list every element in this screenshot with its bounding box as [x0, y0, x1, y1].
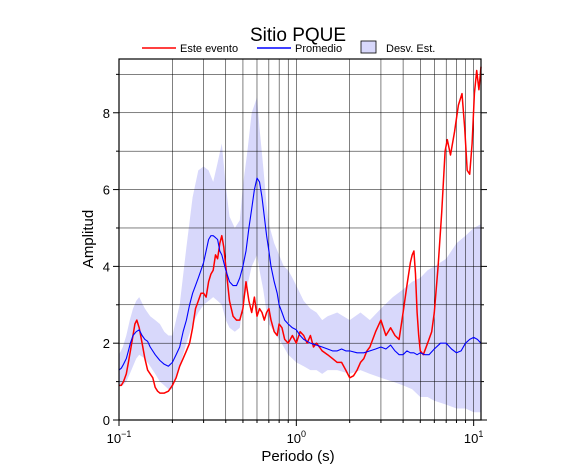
series-line-este-evento	[119, 66, 482, 394]
y-tick-label: 2	[103, 336, 110, 351]
y-axis-label: Amplitud	[80, 210, 97, 268]
x-axis-label: Periodo (s)	[261, 448, 334, 465]
legend-swatch-desv-est	[360, 40, 377, 54]
plot-frame	[118, 58, 482, 421]
legend: Este evento Promedio Desv. Est.	[142, 40, 435, 55]
plot-area: 0 2 4 6 8 10−1 100 101	[103, 58, 487, 446]
legend-label-este-evento: Este evento	[180, 43, 238, 55]
y-tick-label: 0	[103, 413, 110, 428]
legend-label-desv-est: Desv. Est.	[386, 43, 435, 55]
x-tick-label: 10−1	[107, 429, 132, 446]
std-dev-band	[119, 97, 481, 413]
y-tick-label: 8	[103, 106, 110, 121]
y-tick-label: 4	[103, 259, 110, 274]
series-line-promedio	[118, 177, 482, 371]
y-tick-label: 6	[103, 183, 110, 198]
x-tick-label: 100	[287, 429, 306, 446]
legend-label-promedio: Promedio	[295, 43, 342, 55]
chart-title: Sitio PQUE	[250, 25, 346, 46]
x-tick-label: 101	[464, 429, 483, 446]
